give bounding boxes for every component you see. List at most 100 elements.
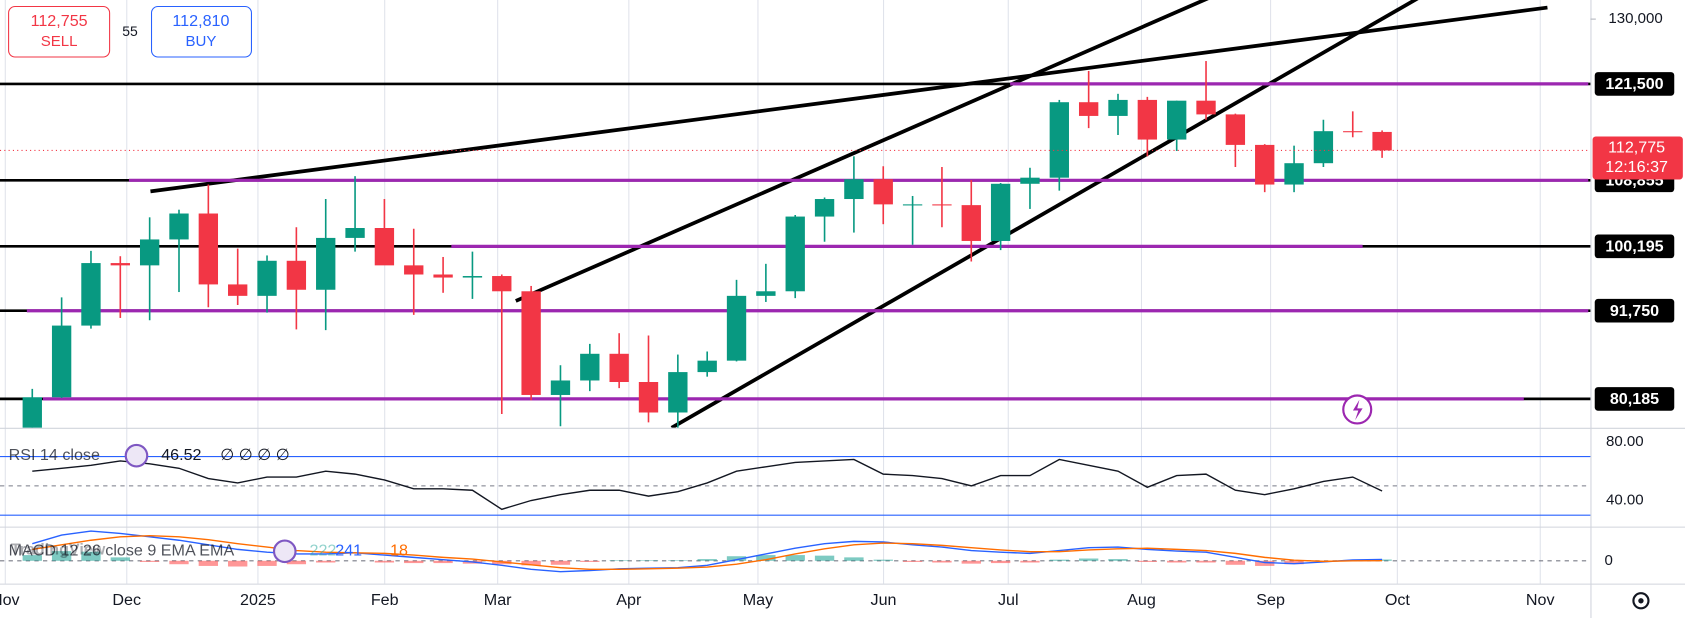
candle-body xyxy=(638,382,659,413)
settings-icon[interactable] xyxy=(1632,592,1650,610)
macd-icon[interactable] xyxy=(272,539,297,564)
candle-body xyxy=(169,213,189,240)
alert-bolt[interactable] xyxy=(1352,399,1363,421)
x-tick-label: Oct xyxy=(1385,591,1411,609)
candle-body xyxy=(521,291,541,395)
histogram-bar xyxy=(726,556,747,561)
macd-line xyxy=(32,530,1383,573)
x-tick-label: Dec xyxy=(112,591,141,609)
histogram-bar xyxy=(81,551,101,561)
candle-body xyxy=(844,179,864,200)
x-tick-label: May xyxy=(743,591,774,609)
candle-body xyxy=(785,216,805,292)
legend-value: 18 xyxy=(390,542,408,560)
histogram-bar xyxy=(902,560,923,562)
candle-body xyxy=(22,397,42,428)
trend-line xyxy=(150,5,1548,194)
candle-body xyxy=(1372,131,1392,151)
histogram-bar xyxy=(1196,560,1216,563)
legend-value: 241 xyxy=(335,542,362,560)
histogram-bar xyxy=(169,560,189,565)
candle-body xyxy=(51,325,72,398)
candles xyxy=(22,61,1392,428)
rsi-icon[interactable] xyxy=(124,443,149,468)
histogram-bar xyxy=(1225,560,1246,565)
histogram-bar xyxy=(286,560,307,565)
y-tick-label: 40.00 xyxy=(1606,491,1644,508)
histogram-bar xyxy=(257,560,277,566)
buy-label[interactable]: BUY xyxy=(185,33,216,50)
gear-center[interactable] xyxy=(1638,598,1644,604)
histogram-bar xyxy=(374,560,395,563)
candle-body xyxy=(1196,100,1216,115)
histogram-bar xyxy=(668,560,688,561)
candle-body xyxy=(1020,177,1040,184)
histogram-bar xyxy=(1284,560,1304,565)
candle-body xyxy=(1078,102,1099,116)
rsi-pane: 46.52 xyxy=(0,446,1591,516)
sell-label[interactable]: SELL xyxy=(41,33,78,50)
rsi-line xyxy=(32,458,1383,511)
histogram-bar xyxy=(51,551,72,561)
candle-body xyxy=(257,260,277,296)
histogram-value: 222 xyxy=(309,542,336,560)
x-tick-label: Nov xyxy=(0,591,20,609)
candle-body xyxy=(1049,102,1069,178)
watermark: TradingView xyxy=(11,541,106,559)
candle-body xyxy=(990,183,1011,241)
histogram-bar xyxy=(873,559,893,561)
histogram-bar xyxy=(1372,559,1392,561)
histogram-bar xyxy=(404,560,424,564)
gear[interactable] xyxy=(1632,592,1650,610)
histogram-bar xyxy=(1049,559,1069,561)
histogram-bar xyxy=(110,557,130,561)
rsi-placeholders: ∅ ∅ ∅ ∅ xyxy=(220,446,290,464)
histogram-bar xyxy=(609,560,629,561)
histogram-bar xyxy=(316,560,336,563)
buy-price[interactable]: 112,810 xyxy=(172,12,229,30)
x-tick-label: Aug xyxy=(1127,591,1156,609)
candle-body xyxy=(932,204,952,206)
histogram-bar xyxy=(990,560,1011,564)
candle-body xyxy=(1255,144,1275,185)
candle-body xyxy=(668,372,688,413)
buy-box[interactable] xyxy=(150,5,252,58)
buy-button[interactable]: 112,810 BUY xyxy=(150,5,252,58)
histogram-bar xyxy=(198,560,219,566)
level-label: 100,195 xyxy=(1605,238,1663,256)
level-tag xyxy=(1594,387,1675,411)
alert-icon[interactable] xyxy=(1342,394,1373,425)
histogram-bar xyxy=(932,560,952,563)
level-label: 91,750 xyxy=(1610,302,1659,320)
candle-body xyxy=(756,291,776,296)
sell-button[interactable]: 112,755 SELL xyxy=(8,5,111,58)
histogram-bar xyxy=(1078,558,1099,561)
macd-line xyxy=(32,534,1383,571)
histogram-bar xyxy=(1255,560,1275,566)
x-tick-label: 2025 xyxy=(240,591,276,609)
x-tick-label: Mar xyxy=(484,591,512,609)
histogram-bar xyxy=(844,557,864,561)
candle-body xyxy=(462,276,483,278)
histogram-bar xyxy=(550,560,571,565)
candle-body xyxy=(374,228,395,266)
candle-body xyxy=(1225,114,1246,145)
last-price-tag xyxy=(1592,136,1683,180)
histogram-bar xyxy=(22,555,42,561)
candle-body xyxy=(110,263,130,266)
sell-price[interactable]: 112,755 xyxy=(31,12,88,30)
histogram-bar xyxy=(1020,560,1040,563)
histogram-bar xyxy=(1137,560,1158,562)
histogram-bar xyxy=(433,560,453,564)
candle-body xyxy=(1284,163,1304,185)
sell-box[interactable] xyxy=(8,5,111,58)
y-tick-label: 80.00 xyxy=(1606,433,1644,450)
y-tick-label: 0 xyxy=(1605,552,1613,569)
trend-line xyxy=(515,0,1209,303)
level-tag xyxy=(1594,72,1675,96)
candle-body xyxy=(1343,131,1363,133)
x-tick-label: Sep xyxy=(1256,591,1285,609)
candle-body xyxy=(580,353,600,381)
